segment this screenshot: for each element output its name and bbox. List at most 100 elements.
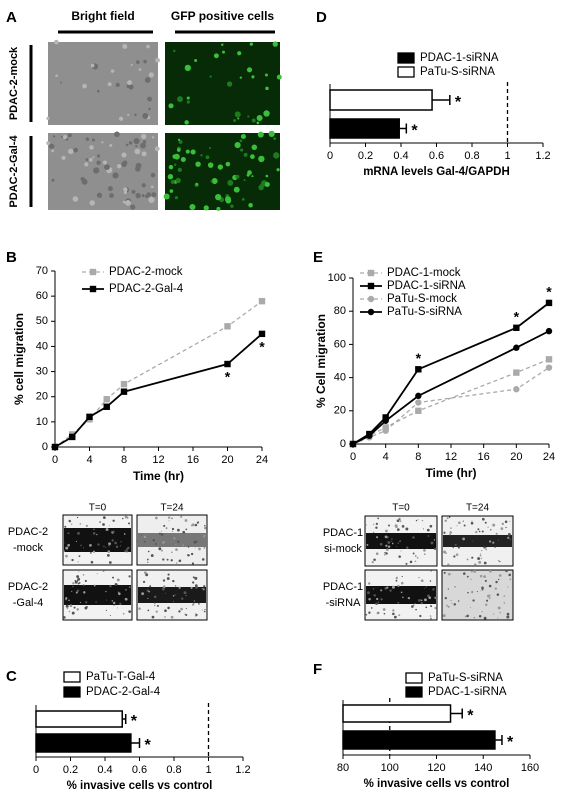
cell [241, 198, 245, 201]
speck [428, 596, 432, 600]
speck [376, 597, 379, 601]
legend-label: PaTu-S-siRNA [420, 66, 495, 78]
speck [388, 524, 390, 527]
speck [178, 559, 182, 563]
marker [545, 356, 553, 363]
speck [204, 611, 206, 613]
speck [76, 575, 80, 579]
cell [276, 74, 282, 80]
speck [198, 602, 200, 605]
speck [137, 540, 139, 542]
speck [141, 592, 145, 596]
cell [234, 111, 241, 118]
speck [77, 532, 80, 535]
cell [173, 49, 176, 53]
column-header: T=0 [89, 503, 107, 514]
cell [207, 162, 214, 168]
speck [386, 548, 389, 552]
speck [371, 561, 374, 564]
speck [92, 532, 96, 535]
speck [187, 554, 190, 557]
speck [423, 598, 427, 602]
speck [71, 590, 73, 593]
row-label: PDAC-2 [8, 581, 48, 593]
speck [99, 520, 102, 524]
x-tick-label: 0.4 [97, 764, 112, 776]
cell [128, 84, 134, 90]
speck [372, 594, 374, 596]
scratch-bg [441, 569, 514, 621]
cell [227, 179, 234, 186]
speck [433, 539, 436, 541]
speck [509, 520, 511, 522]
speck [201, 587, 203, 589]
speck [72, 586, 74, 588]
x-tick-label: 0 [33, 764, 39, 776]
cell [226, 81, 233, 87]
speck [76, 516, 79, 519]
speck [85, 601, 88, 604]
marker [545, 299, 553, 307]
cell [125, 143, 129, 147]
marker [367, 295, 375, 303]
speck [505, 569, 508, 573]
significance: * [225, 369, 231, 385]
x-tick-label: 0.6 [132, 764, 147, 776]
cell [48, 143, 55, 149]
cell [172, 154, 178, 159]
speck [204, 526, 207, 530]
cell [67, 133, 72, 138]
cell [150, 185, 154, 189]
speck [483, 616, 487, 620]
row-label: -Gal-4 [13, 597, 44, 609]
y-tick-label: 70 [36, 265, 48, 277]
speck [84, 606, 88, 610]
speck [488, 584, 492, 588]
speck [66, 607, 69, 610]
speck [160, 533, 164, 536]
cell [146, 44, 150, 49]
significance: * [546, 284, 552, 300]
column-header: T=24 [160, 503, 184, 514]
cell [136, 60, 140, 64]
speck [402, 596, 404, 599]
speck [486, 599, 489, 602]
x-tick-label: 16 [478, 451, 490, 463]
cell [195, 182, 199, 186]
column-header: T=24 [466, 503, 490, 514]
error-bar [432, 95, 451, 105]
speck [503, 595, 506, 597]
column-header: Bright field [71, 9, 134, 23]
speck [489, 569, 492, 573]
speck [102, 516, 106, 520]
speck [443, 550, 447, 554]
cell [256, 121, 260, 125]
speck [492, 523, 496, 527]
speck [392, 609, 395, 612]
speck [147, 561, 149, 563]
speck [117, 591, 119, 593]
speck [507, 533, 511, 536]
cell [148, 196, 155, 204]
error-bar [122, 714, 127, 724]
x-tick-label: 0.2 [358, 150, 373, 162]
speck [401, 575, 403, 578]
speck [73, 606, 76, 609]
cell [127, 113, 130, 116]
speck [71, 558, 74, 562]
cell [170, 179, 175, 184]
cell [107, 186, 113, 192]
cell [73, 147, 78, 153]
scratch-band [138, 587, 206, 603]
cell [251, 175, 254, 178]
cell [130, 63, 133, 66]
legend-swatch [397, 66, 415, 78]
row-label: PDAC-2 [8, 526, 48, 538]
speck [466, 614, 469, 618]
speck [172, 595, 175, 597]
marker [89, 285, 97, 293]
speck [429, 580, 432, 582]
speck [117, 592, 121, 596]
speck [375, 522, 378, 525]
